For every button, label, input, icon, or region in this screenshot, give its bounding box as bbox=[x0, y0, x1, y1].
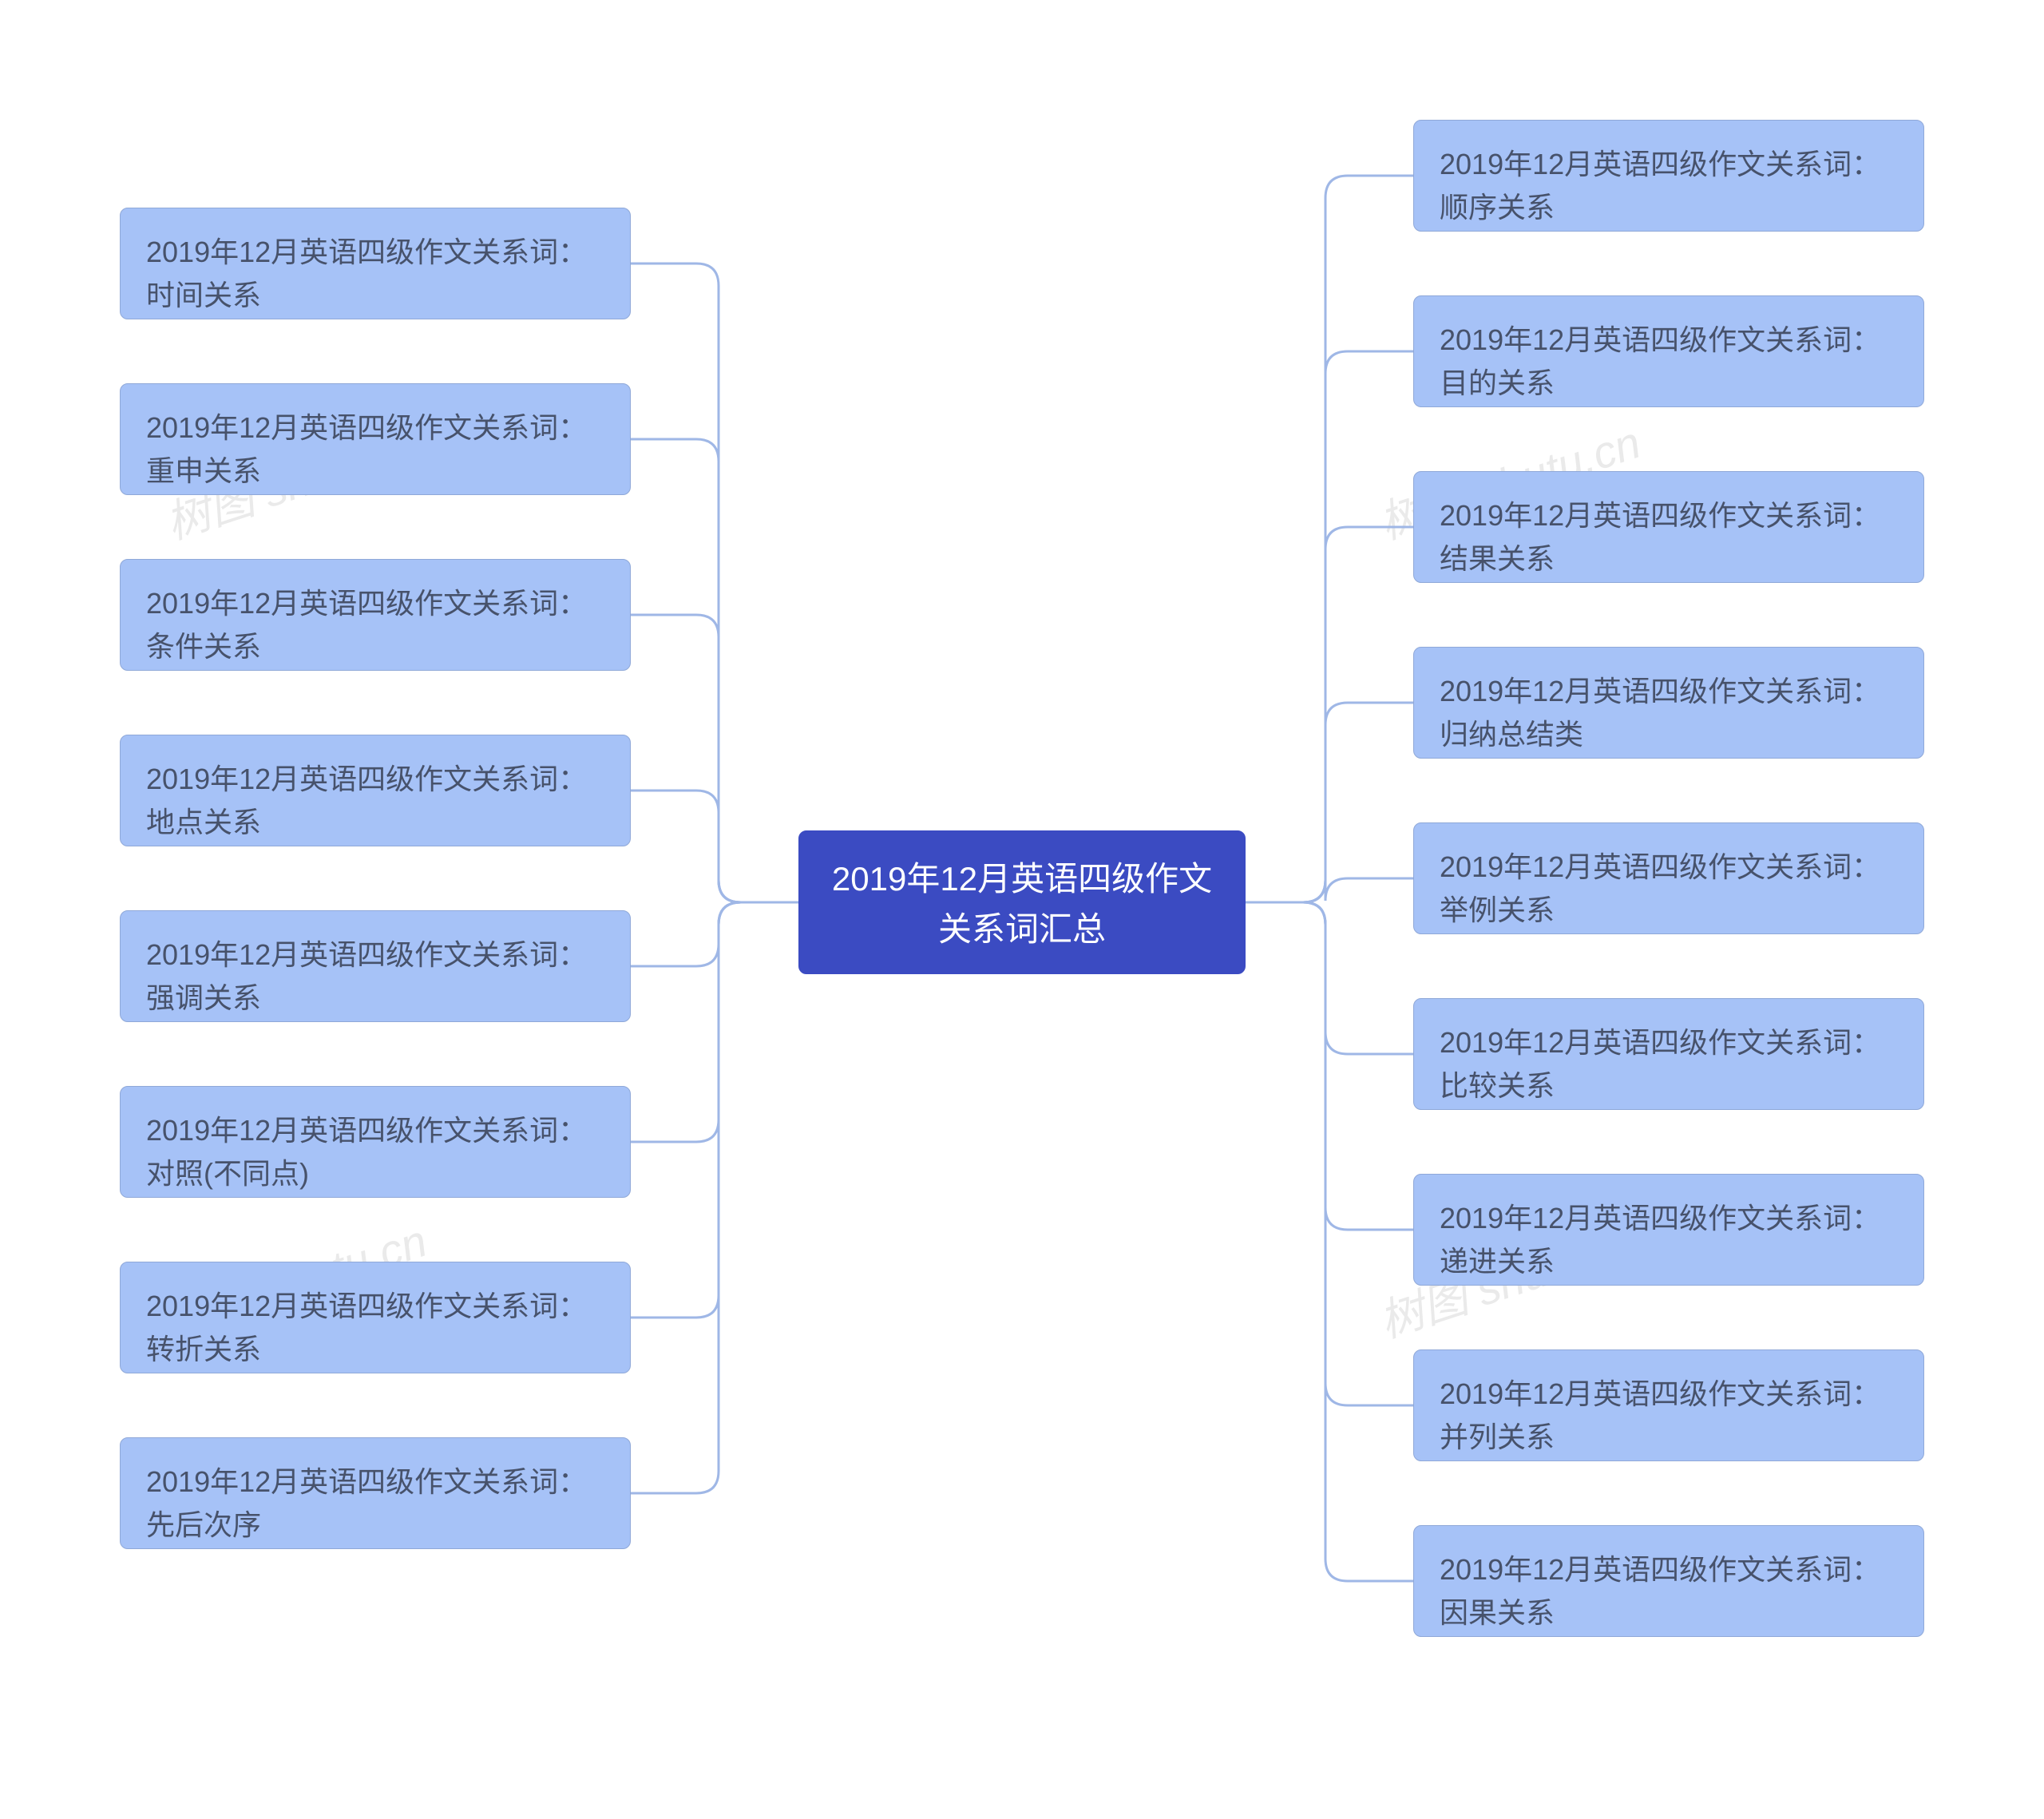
node-label: 2019年12月英语四级作文关系词：对照(不同点) bbox=[146, 1114, 587, 1190]
node-label: 2019年12月英语四级作文关系词：先后次序 bbox=[146, 1465, 587, 1541]
node-label: 2019年12月英语四级作文关系词：结果关系 bbox=[1440, 499, 1880, 575]
right-node-8[interactable]: 2019年12月英语四级作文关系词：因果关系 bbox=[1413, 1525, 1924, 1637]
right-node-3[interactable]: 2019年12月英语四级作文关系词：归纳总结类 bbox=[1413, 647, 1924, 759]
right-node-2[interactable]: 2019年12月英语四级作文关系词：结果关系 bbox=[1413, 471, 1924, 583]
node-label: 2019年12月英语四级作文关系词：时间关系 bbox=[146, 236, 587, 311]
center-line2: 关系词汇总 bbox=[938, 910, 1106, 948]
node-label: 2019年12月英语四级作文关系词：归纳总结类 bbox=[1440, 675, 1880, 751]
left-node-1[interactable]: 2019年12月英语四级作文关系词：重申关系 bbox=[120, 383, 631, 495]
node-label: 2019年12月英语四级作文关系词：因果关系 bbox=[1440, 1553, 1880, 1629]
node-label: 2019年12月英语四级作文关系词：条件关系 bbox=[146, 587, 587, 663]
left-node-7[interactable]: 2019年12月英语四级作文关系词：先后次序 bbox=[120, 1437, 631, 1549]
center-node[interactable]: 2019年12月英语四级作文 关系词汇总 bbox=[798, 830, 1246, 974]
left-node-4[interactable]: 2019年12月英语四级作文关系词：强调关系 bbox=[120, 910, 631, 1022]
left-node-6[interactable]: 2019年12月英语四级作文关系词：转折关系 bbox=[120, 1262, 631, 1373]
node-label: 2019年12月英语四级作文关系词：递进关系 bbox=[1440, 1202, 1880, 1278]
left-node-2[interactable]: 2019年12月英语四级作文关系词：条件关系 bbox=[120, 559, 631, 671]
right-node-4[interactable]: 2019年12月英语四级作文关系词：举例关系 bbox=[1413, 822, 1924, 934]
right-node-1[interactable]: 2019年12月英语四级作文关系词：目的关系 bbox=[1413, 295, 1924, 407]
right-node-0[interactable]: 2019年12月英语四级作文关系词：顺序关系 bbox=[1413, 120, 1924, 232]
node-label: 2019年12月英语四级作文关系词：目的关系 bbox=[1440, 323, 1880, 399]
left-node-5[interactable]: 2019年12月英语四级作文关系词：对照(不同点) bbox=[120, 1086, 631, 1198]
right-node-7[interactable]: 2019年12月英语四级作文关系词：并列关系 bbox=[1413, 1349, 1924, 1461]
node-label: 2019年12月英语四级作文关系词：顺序关系 bbox=[1440, 148, 1880, 224]
node-label: 2019年12月英语四级作文关系词：重申关系 bbox=[146, 411, 587, 487]
node-label: 2019年12月英语四级作文关系词：举例关系 bbox=[1440, 850, 1880, 926]
node-label: 2019年12月英语四级作文关系词：地点关系 bbox=[146, 763, 587, 838]
left-node-0[interactable]: 2019年12月英语四级作文关系词：时间关系 bbox=[120, 208, 631, 319]
node-label: 2019年12月英语四级作文关系词：强调关系 bbox=[146, 938, 587, 1014]
node-label: 2019年12月英语四级作文关系词：转折关系 bbox=[146, 1290, 587, 1365]
node-label: 2019年12月英语四级作文关系词：并列关系 bbox=[1440, 1377, 1880, 1453]
right-node-5[interactable]: 2019年12月英语四级作文关系词：比较关系 bbox=[1413, 998, 1924, 1110]
node-label: 2019年12月英语四级作文关系词：比较关系 bbox=[1440, 1026, 1880, 1102]
center-line1: 2019年12月英语四级作文 bbox=[832, 860, 1212, 898]
right-node-6[interactable]: 2019年12月英语四级作文关系词：递进关系 bbox=[1413, 1174, 1924, 1286]
left-node-3[interactable]: 2019年12月英语四级作文关系词：地点关系 bbox=[120, 735, 631, 846]
mindmap-canvas: 树图 shutu.cn 树图 shutu.cn 树图 shutu.cn 树图 s… bbox=[0, 0, 2044, 1819]
